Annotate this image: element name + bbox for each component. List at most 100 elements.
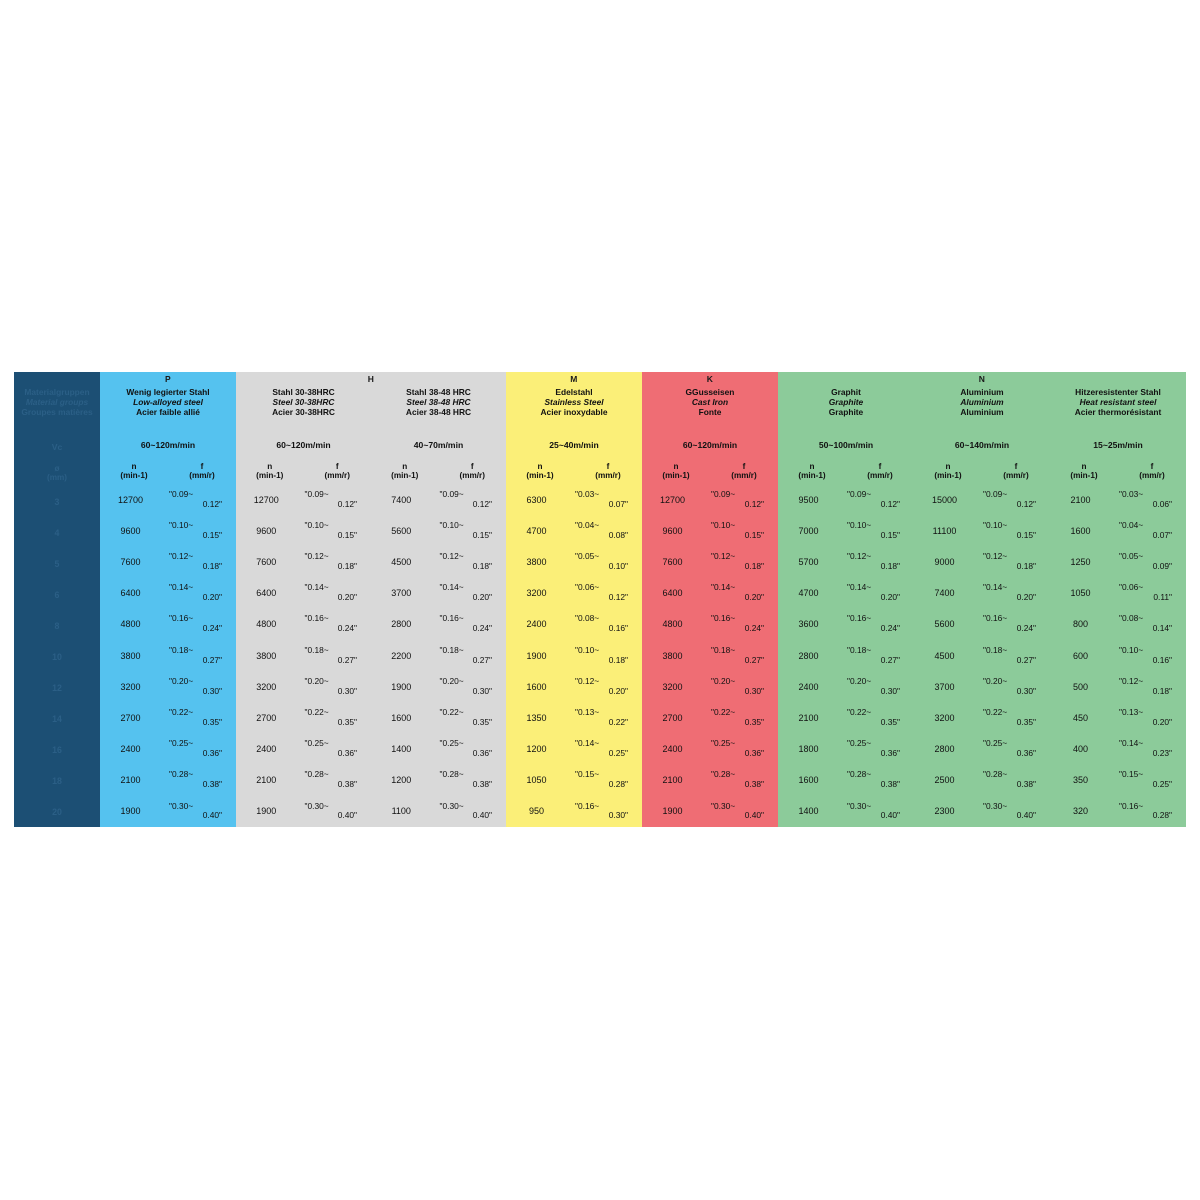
- spindle-speed-value: 2700: [120, 712, 141, 723]
- table-row: 2400 "0.25~ 0.36": [100, 734, 236, 765]
- feed-range-value: "0.03~ 0.07": [567, 489, 642, 510]
- table-row: 12700 "0.09~ 0.12": [642, 484, 778, 515]
- table-row: 3800 "0.05~ 0.10": [506, 546, 642, 577]
- feed-range-line-2: 0.40": [202, 810, 222, 821]
- feed-range-line-2: 0.38": [472, 779, 492, 790]
- feed-range-line-2: 0.14": [1152, 623, 1172, 634]
- table-row: 7600 "0.12~ 0.18" 4500 "0.12~ 0.18": [236, 546, 506, 577]
- feed-range-line-1: "0.28~: [711, 769, 736, 780]
- spindle-speed-value: 6400: [662, 588, 683, 599]
- feed-range-line-2: 0.20": [608, 685, 628, 696]
- diameter-unit: (mm): [46, 473, 67, 482]
- feed-range-value: "0.22~ 0.35": [432, 707, 507, 728]
- feed-range-line-1: "0.12~: [169, 551, 194, 562]
- feed-range-line-1: "0.25~: [304, 738, 329, 749]
- feed-range-line-2: 0.30": [880, 685, 900, 696]
- feed-range-line-2: 0.18": [880, 560, 900, 571]
- feed-range-line-2: 0.15": [880, 529, 900, 540]
- spindle-speed-value: 2300: [934, 806, 955, 817]
- spindle-speed-value: 9500: [798, 494, 819, 505]
- cutting-speed-value: 60~140m/min: [954, 440, 1010, 450]
- group-material-names: GGusseisen Cast Iron Fonte: [642, 386, 778, 432]
- feed-range-line-1: "0.09~: [847, 488, 872, 499]
- feed-range-line-1: "0.18~: [169, 644, 194, 655]
- group-cutting-speeds: 60~120m/min 40~70m/min: [236, 432, 506, 458]
- spindle-speed-value: 12700: [253, 494, 279, 505]
- feed-range-line-2: 0.35": [880, 716, 900, 727]
- feed-range-line-2: 0.18": [472, 560, 492, 571]
- feed-range-line-2: 0.15": [472, 529, 492, 540]
- table-row: 5700 "0.12~ 0.18" 9000 "0.12~ 0.18" 1250 "0.05~…: [778, 546, 1186, 577]
- group-unit-headers: n (min-1) f (mm/r) n (min-1) f (mm/r): [236, 458, 506, 484]
- spindle-speed-value: 800: [1072, 619, 1089, 630]
- feed-range-line-1: "0.22~: [304, 707, 329, 717]
- feed-range-value: "0.30~ 0.40": [297, 801, 372, 822]
- feed-unit: (mm/r): [324, 471, 350, 480]
- material-name-en: Heat resistant steel: [1079, 396, 1157, 407]
- feed-range-line-2: 0.12": [608, 592, 628, 603]
- feed-range-line-1: "0.20~: [169, 675, 194, 686]
- spindle-speed-value: 2400: [798, 681, 819, 692]
- spindle-speed-value: 9600: [120, 525, 141, 536]
- feed-range-line-2: 0.40": [1016, 810, 1036, 821]
- column-unit-pair: n (min-1) f (mm/r): [1050, 462, 1186, 481]
- feed-range-line-1: "0.16~: [169, 613, 194, 624]
- group-cutting-speeds: 60~120m/min: [642, 432, 778, 458]
- table-row: 6400 "0.14~ 0.20": [642, 578, 778, 609]
- feed-range-line-1: "0.12~: [439, 551, 464, 562]
- feed-range-line-2: 0.27": [202, 654, 222, 665]
- feed-range-value: "0.20~ 0.30": [297, 676, 372, 697]
- table-row: 9500 "0.09~ 0.12" 15000 "0.09~ 0.12" 2100 "0.03…: [778, 484, 1186, 515]
- feed-unit-header: f (mm/r): [168, 462, 236, 481]
- column-value-pair: 9500 "0.09~ 0.12": [778, 488, 914, 510]
- column-value-pair: 1250 "0.05~ 0.09": [1050, 551, 1186, 572]
- feed-range-line-1: "0.20~: [983, 675, 1008, 686]
- feed-range-line-2: 0.15": [744, 529, 764, 540]
- feed-range-value: "0.18~ 0.27": [297, 645, 372, 666]
- column-unit-pair: n (min-1) f (mm/r): [236, 462, 371, 481]
- feed-range-line-2: 0.09": [1152, 560, 1172, 571]
- feed-symbol: f: [742, 461, 746, 471]
- column-value-pair: 3200 "0.22~ 0.35": [914, 707, 1050, 728]
- table-row: 3800 "0.18~ 0.27": [642, 640, 778, 671]
- material-name-fr: Acier inoxydable: [540, 406, 608, 417]
- feed-range-line-2: 0.18": [1016, 560, 1036, 571]
- feed-range-line-2: 0.40": [744, 810, 764, 821]
- feed-unit: (mm/r): [1139, 471, 1165, 480]
- feed-range-value: "0.22~ 0.35": [975, 707, 1050, 728]
- column-value-pair: 1350 "0.13~ 0.22": [506, 707, 642, 728]
- table-row: 2400 "0.20~ 0.30" 3700 "0.20~ 0.30" 500 "0.12~ 0…: [778, 671, 1186, 702]
- feed-range-value: "0.16~ 0.24": [703, 614, 778, 634]
- feed-range-line-1: "0.22~: [169, 707, 194, 717]
- feed-range-value: "0.14~ 0.23": [1111, 738, 1186, 759]
- feed-range-line-2: 0.36": [744, 748, 764, 759]
- feed-range-line-2: 0.22": [608, 716, 628, 727]
- spindle-speed-value: 1900: [120, 806, 141, 817]
- spindle-speed-value: 2100: [798, 712, 819, 723]
- cutting-speed-value: 60~120m/min: [682, 440, 738, 450]
- column-value-pair: 3200 "0.20~ 0.30": [100, 675, 236, 697]
- feed-range-line-1: "0.14~: [983, 582, 1008, 593]
- table-row: 2100 "0.28~ 0.38": [642, 765, 778, 796]
- group-material-names: Graphit Graphite Graphite Aluminium Aluminiu…: [778, 386, 1186, 432]
- feed-range-value: "0.16~ 0.24": [161, 614, 236, 634]
- feed-range-value: "0.04~ 0.08": [567, 520, 642, 541]
- feed-range-value: "0.12~ 0.18": [161, 551, 236, 572]
- spindle-speed-value: 12700: [659, 494, 686, 505]
- feed-range-line-2: 0.16": [608, 623, 628, 634]
- material-name-de: GGusseisen: [685, 387, 735, 397]
- material-group-k: K GGusseisen Cast Iron Fonte 60~120m/min n (mi…: [642, 372, 778, 827]
- feed-range-value: "0.14~ 0.20": [975, 582, 1050, 603]
- group-cutting-speeds: 60~120m/min: [100, 432, 236, 458]
- table-row: 2700 "0.22~ 0.35": [642, 702, 778, 733]
- material-groups-column: Materialgruppen Material groups Groupes ma…: [14, 372, 100, 827]
- table-row: 2700 "0.22~ 0.35": [100, 702, 236, 733]
- feed-range-line-2: 0.24": [472, 623, 492, 634]
- feed-range-line-1: "0.13~: [1119, 707, 1144, 717]
- feed-range-line-1: "0.10~: [711, 519, 736, 530]
- diameter-value: 6: [54, 589, 60, 600]
- diameter-value: 3: [54, 496, 60, 507]
- table-row: 6400 "0.14~ 0.20": [100, 578, 236, 609]
- column-value-pair: 3700 "0.20~ 0.30": [914, 675, 1050, 697]
- spindle-speed-value: 4700: [798, 588, 819, 599]
